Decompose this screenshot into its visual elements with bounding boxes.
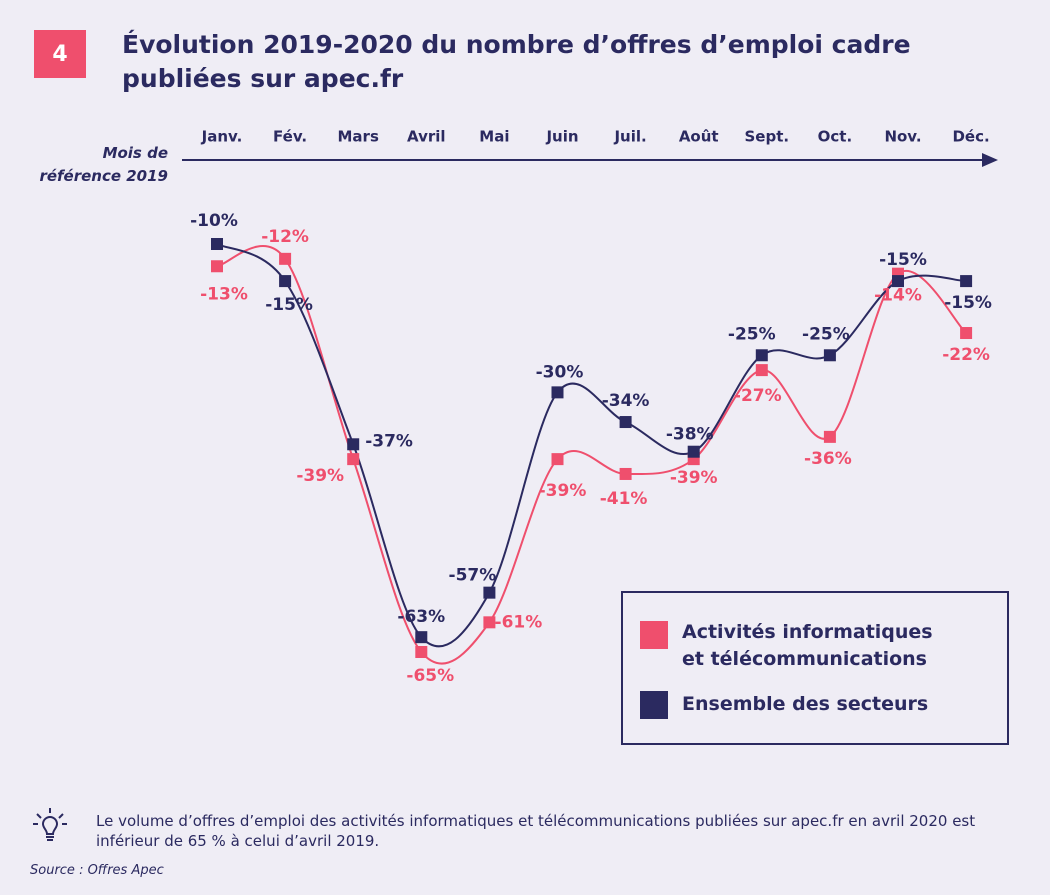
value-label: -25% bbox=[802, 324, 850, 344]
x-tick-label: Janv. bbox=[201, 128, 243, 146]
point-marker bbox=[211, 238, 223, 250]
series-line bbox=[216, 243, 967, 648]
value-label: -41% bbox=[600, 489, 648, 509]
x-tick-label: Sept. bbox=[745, 128, 790, 146]
value-label: -65% bbox=[406, 666, 454, 686]
series-line bbox=[216, 245, 967, 665]
value-label: -63% bbox=[397, 607, 445, 627]
figure-badge: 4 bbox=[34, 30, 86, 78]
x-tick-label: Mai bbox=[479, 128, 509, 146]
point-marker bbox=[960, 275, 973, 288]
legend-swatch bbox=[640, 691, 668, 719]
x-tick-label: Juin bbox=[545, 128, 578, 146]
point-marker bbox=[687, 445, 700, 458]
arrow-head bbox=[982, 153, 998, 167]
x-tick-label: Juil. bbox=[613, 128, 646, 146]
value-label: -10% bbox=[190, 211, 238, 231]
value-label: -25% bbox=[728, 324, 776, 344]
point-marker bbox=[347, 453, 360, 466]
chart: Janv. Fév. Mars Avril Mai Juin Juil. Août Sept. O… bbox=[182, 128, 1009, 745]
legend-label: Activités informatiques et télécommunica… bbox=[682, 621, 933, 670]
value-label: -14% bbox=[874, 286, 922, 306]
legend-swatch bbox=[640, 621, 668, 649]
point-marker bbox=[960, 327, 973, 340]
point-marker bbox=[619, 467, 632, 480]
bulb-icon bbox=[33, 808, 67, 841]
point-marker bbox=[755, 349, 768, 362]
point-marker bbox=[347, 438, 360, 451]
point-marker bbox=[892, 275, 904, 288]
value-label: -30% bbox=[536, 362, 584, 382]
legend-box bbox=[621, 591, 1009, 745]
figure-number: 4 bbox=[52, 41, 68, 67]
point-marker bbox=[483, 586, 496, 599]
x-tick-label: Nov. bbox=[884, 128, 921, 146]
point-marker bbox=[483, 616, 496, 629]
value-label: -15% bbox=[879, 250, 927, 270]
point-marker bbox=[415, 631, 428, 644]
note: Le volume d’offres d’emploi des activité… bbox=[96, 812, 976, 850]
value-label: -13% bbox=[200, 284, 248, 304]
x-tick-label: Oct. bbox=[818, 128, 853, 146]
value-label: -39% bbox=[296, 466, 344, 486]
point-marker bbox=[823, 349, 836, 362]
chart-title: Évolution 2019-2020 du nombre d’offres d… bbox=[122, 30, 911, 93]
value-label: -37% bbox=[365, 431, 413, 451]
point-marker bbox=[211, 260, 223, 273]
point-marker bbox=[279, 275, 292, 288]
value-label: -12% bbox=[261, 227, 309, 247]
value-label: -61% bbox=[495, 612, 543, 632]
point-marker bbox=[279, 252, 292, 265]
value-label: -22% bbox=[942, 345, 990, 365]
x-tick-label: Mars bbox=[338, 128, 379, 146]
value-label: -36% bbox=[804, 449, 852, 469]
value-label: -15% bbox=[944, 293, 992, 313]
point-marker bbox=[823, 430, 836, 443]
x-axis-label: Mois de référence 2019 bbox=[39, 144, 168, 185]
source: Source : Offres Apec bbox=[30, 863, 164, 878]
value-label: -27% bbox=[734, 386, 782, 406]
point-marker bbox=[755, 364, 768, 377]
point-marker bbox=[551, 386, 564, 399]
value-label: -39% bbox=[539, 481, 587, 501]
value-label: -39% bbox=[670, 468, 718, 488]
x-tick-label: Déc. bbox=[952, 128, 989, 146]
x-tick-label: Août bbox=[679, 128, 719, 146]
value-label: -57% bbox=[449, 566, 497, 586]
value-label: -15% bbox=[265, 295, 313, 315]
point-marker bbox=[619, 416, 632, 429]
x-tick-label: Fév. bbox=[273, 128, 307, 146]
x-tick-label: Avril bbox=[407, 128, 446, 146]
point-marker bbox=[551, 453, 564, 466]
value-label: -34% bbox=[602, 391, 650, 411]
value-label: -38% bbox=[666, 425, 714, 445]
legend-label: Ensemble des secteurs bbox=[682, 693, 929, 715]
point-marker bbox=[415, 646, 428, 658]
